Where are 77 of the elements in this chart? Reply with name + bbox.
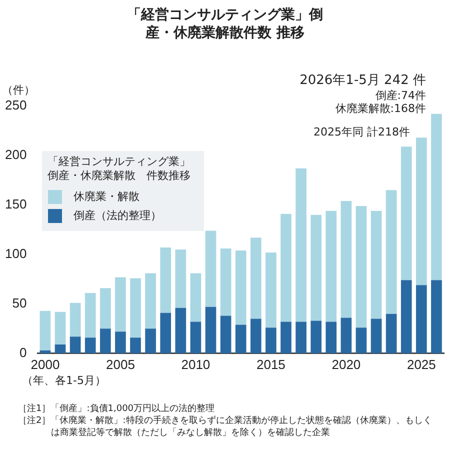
bar	[296, 322, 306, 354]
bar	[160, 312, 172, 354]
bar	[326, 210, 337, 322]
bar	[416, 285, 427, 354]
bar	[115, 332, 126, 354]
bar	[70, 302, 81, 337]
bar	[356, 206, 367, 328]
y-tick-label: 50	[12, 296, 27, 310]
x-tick-label: 2025	[406, 356, 436, 372]
bar	[235, 250, 246, 325]
bar	[431, 280, 442, 354]
bar	[280, 322, 292, 354]
text: 倒産:74件	[374, 89, 426, 102]
bar	[250, 238, 262, 319]
bar	[235, 324, 246, 354]
bar	[340, 318, 352, 354]
bar	[70, 336, 81, 354]
y-tick-label: 250	[4, 98, 27, 113]
bar	[266, 252, 276, 328]
bar	[160, 248, 172, 313]
annotation: 2025年同 計218件	[314, 126, 410, 139]
bar	[190, 273, 202, 322]
x-tick-label: 2000	[30, 356, 60, 372]
x-tick-label: 2015	[256, 356, 286, 372]
bar	[54, 312, 66, 344]
x-axis-title: （年、各1-5月）	[22, 374, 106, 387]
bar	[54, 344, 66, 354]
bar	[175, 308, 186, 354]
annotation: 休廃業解散:168件	[334, 102, 426, 115]
chart-title: 「経営コンサルティング業」倒産・休廃業解散件数 推移	[126, 6, 324, 42]
bar	[100, 328, 111, 354]
x-tick-label: 2020	[332, 356, 361, 372]
text: ［注2］「休廃業・解散」:特段の手続きを取らずに企業活動が停止した状態を確認（休廃業）、もしくは商業登記等で解散（ただし「みなし解散」を除く）を確認した企業	[18, 415, 433, 439]
bar	[356, 328, 367, 354]
bar	[416, 138, 427, 286]
bar	[370, 210, 382, 319]
legend-title: 「経営コンサルティング業」倒産・休廃業解散 件数推移	[48, 155, 192, 184]
x-tick-label: 2005	[106, 356, 135, 372]
bar	[266, 328, 276, 354]
legend-label: 休廃業・解散	[74, 189, 140, 204]
bar	[205, 230, 216, 307]
bar	[130, 278, 141, 338]
bar	[84, 338, 96, 354]
bar	[310, 214, 322, 321]
legend-label: 倒産（法的整理）	[74, 208, 162, 224]
bar	[175, 249, 186, 308]
bar	[296, 168, 306, 322]
text: 2026年1-5月 242 件	[300, 72, 426, 89]
bar	[205, 306, 216, 354]
text: ［注1］「倒産」:負債1,000万円以上の法的整理	[18, 403, 216, 415]
bar	[280, 214, 292, 322]
bar	[190, 322, 202, 354]
bar	[145, 273, 156, 329]
bar	[145, 328, 156, 354]
bar	[310, 320, 322, 354]
bar	[115, 277, 126, 332]
x-tick-label: 2010	[181, 356, 210, 372]
y-tick-label: 0	[19, 344, 27, 360]
bar	[84, 293, 96, 338]
bar	[326, 322, 337, 354]
y-tick-label: 150	[4, 196, 27, 212]
bar	[40, 310, 51, 350]
bar	[130, 338, 141, 354]
bar	[400, 280, 412, 354]
y-tick-label: 200	[4, 147, 27, 162]
bar	[370, 318, 382, 354]
bar	[386, 190, 397, 314]
bar	[220, 248, 232, 316]
bar	[400, 146, 412, 280]
bar	[250, 318, 262, 354]
bar	[100, 288, 111, 329]
bar	[431, 114, 442, 280]
bar	[386, 314, 397, 354]
bar	[340, 201, 352, 318]
bar	[220, 316, 232, 354]
y-axis-title: （件）	[2, 83, 35, 96]
y-tick-label: 100	[4, 246, 27, 262]
